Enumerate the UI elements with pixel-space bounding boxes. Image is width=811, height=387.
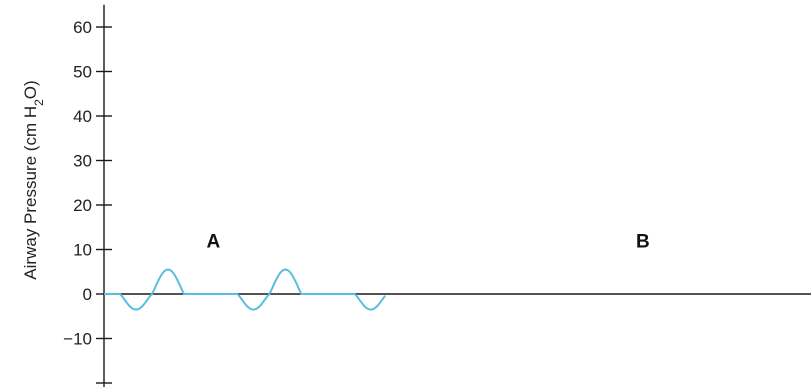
y-tick-label: 50 <box>73 63 92 82</box>
y-tick-label: 60 <box>73 18 92 37</box>
y-axis-title-main: Airway Pressure (cm H <box>21 106 40 280</box>
y-tick-label: −10 <box>63 330 92 349</box>
y-tick-label: 10 <box>73 241 92 260</box>
y-axis-title-subscript: 2 <box>32 99 46 106</box>
y-tick-label: 20 <box>73 196 92 215</box>
annotation-label: A <box>207 231 221 252</box>
y-tick-label: 30 <box>73 152 92 171</box>
series-waveform <box>104 268 386 311</box>
y-axis-title: Airway Pressure (cm H2O) <box>21 80 46 279</box>
y-axis: 60 50 40 30 20 10 0 −10 <box>63 4 112 387</box>
annotation-label: B <box>636 231 650 252</box>
y-tick-label: 0 <box>83 285 92 304</box>
y-axis-title-suffix: O) <box>21 80 40 99</box>
y-tick-label: 40 <box>73 107 92 126</box>
